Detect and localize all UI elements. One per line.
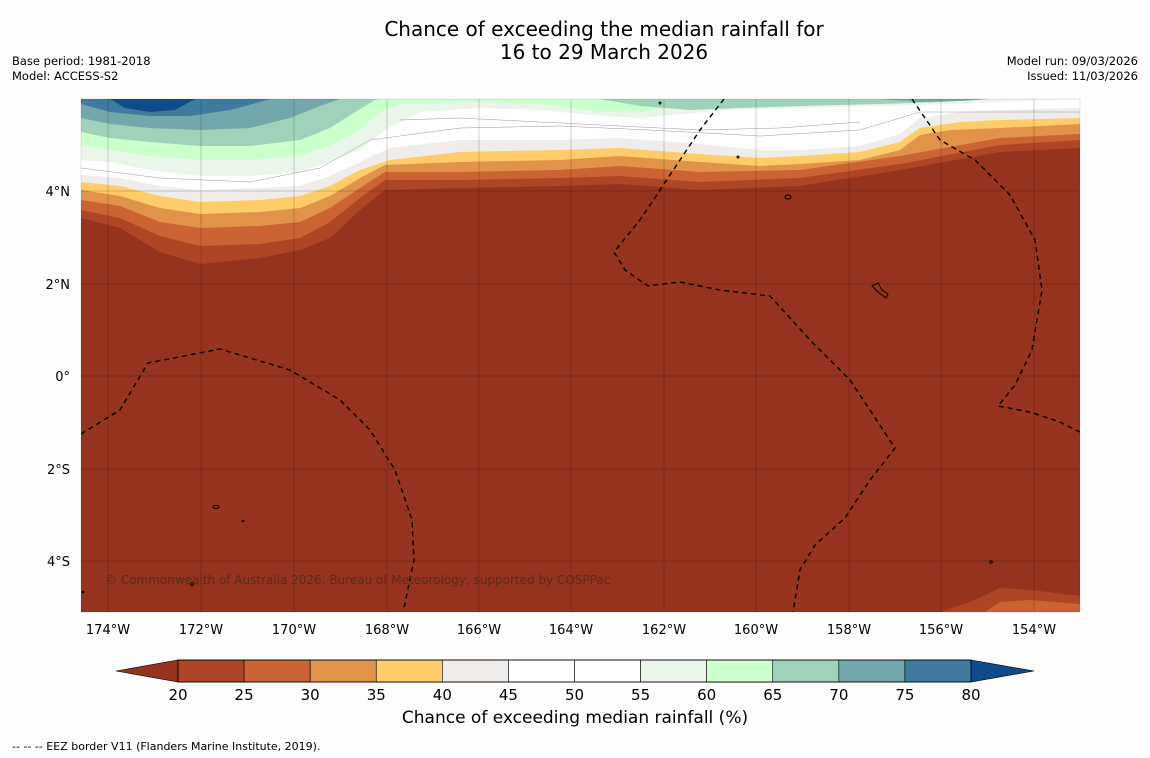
eez-borders: [81, 99, 1080, 612]
colorbar-tick-label: 30: [301, 686, 320, 700]
colorbar-cell: [772, 659, 840, 683]
colorbar-cells: [177, 659, 972, 683]
contour-lines: [81, 111, 1080, 183]
contour-70-75: [81, 99, 990, 130]
colorbar-tick-label: 75: [895, 686, 914, 700]
colorbar-ticks: 20 25 30 35 40 45 50 55 60 65 70 75 80: [168, 686, 980, 700]
lon-label: 172°W: [179, 623, 223, 638]
copyright-notice: © Commonwealth of Australia 2026, Bureau…: [105, 573, 610, 587]
colorbar-title: Chance of exceeding median rainfall (%): [401, 708, 749, 728]
colorbar: 20 25 30 35 40 45 50 55 60 65 70 75 80: [115, 659, 1035, 700]
lat-label: 4°S: [47, 555, 70, 570]
contour-above-80: [110, 99, 195, 112]
lon-label: 156°W: [919, 623, 963, 638]
lat-label: 4°N: [46, 185, 71, 200]
eez-legend: -- -- -- EEZ border V11 (Flanders Marine…: [12, 740, 321, 753]
longitude-labels: 174°W 172°W 170°W 168°W 166°W 164°W 162°…: [86, 623, 1056, 638]
colorbar-tick-label: 80: [961, 686, 980, 700]
lon-label: 164°W: [549, 623, 593, 638]
lon-label: 158°W: [827, 623, 871, 638]
lon-label: 160°W: [734, 623, 778, 638]
colorbar-cell: [243, 659, 311, 683]
colorbar-tick-label: 55: [631, 686, 650, 700]
colorbar-cell: [177, 659, 245, 683]
colorbar-tick-label: 35: [367, 686, 386, 700]
run-info: Model run: 09/03/2026 Issued: 11/03/2026: [1007, 54, 1138, 84]
model-run: Model run: 09/03/2026: [1006, 54, 1138, 68]
title-line-1: Chance of exceeding the median rainfall …: [384, 17, 824, 41]
colorbar-under-arrow: [115, 659, 179, 683]
rainfall-contours: [81, 99, 1080, 612]
lat-label: 2°N: [46, 278, 71, 293]
base-period: Base period: 1981-2018: [12, 54, 151, 68]
colorbar-cell: [442, 659, 509, 683]
lon-label: 166°W: [457, 623, 501, 638]
colorbar-tick-label: 60: [697, 686, 716, 700]
latitude-labels: 4°N 2°N 0° 2°S 4°S: [46, 185, 71, 570]
colorbar-tick-label: 70: [829, 686, 848, 700]
colorbar-tick-label: 65: [763, 686, 782, 700]
colorbar-cell: [640, 659, 707, 683]
lon-label: 174°W: [86, 623, 130, 638]
colorbar-over-arrow: [970, 659, 1035, 683]
colorbar-cell: [309, 659, 377, 683]
colorbar-cell: [904, 659, 972, 683]
colorbar-cell: [375, 659, 443, 683]
lat-label: 2°S: [47, 463, 70, 478]
colorbar-tick-label: 25: [235, 686, 254, 700]
colorbar-cell: [508, 659, 575, 683]
lon-label: 168°W: [365, 623, 409, 638]
lon-label: 154°W: [1012, 623, 1056, 638]
issued-date: Issued: 11/03/2026: [1027, 69, 1138, 83]
colorbar-frame: [177, 659, 972, 683]
lat-label: 0°: [55, 370, 70, 385]
model-info: Base period: 1981-2018 Model: ACCESS-S2: [12, 54, 151, 84]
colorbar-cell: [838, 659, 906, 683]
graticule: [81, 99, 1080, 612]
colorbar-cell: [706, 659, 774, 683]
colorbar-cell: [574, 659, 641, 683]
model-name: Model: ACCESS-S2: [12, 69, 119, 83]
colorbar-tick-label: 20: [168, 686, 187, 700]
islands: [81, 101, 993, 594]
lon-label: 162°W: [642, 623, 686, 638]
lon-label: 170°W: [272, 623, 316, 638]
rainfall-map: © Commonwealth of Australia 2026, Bureau…: [46, 98, 1081, 700]
title-line-2: 16 to 29 March 2026: [499, 40, 709, 64]
map-title: Chance of exceeding the median rainfall …: [0, 18, 1150, 64]
contour-65-70: [81, 99, 990, 146]
colorbar-tick-label: 45: [499, 686, 518, 700]
colorbar-tick-label: 50: [565, 686, 584, 700]
contour-se-25-30: [985, 600, 1080, 612]
map-frame: [80, 98, 1081, 613]
colorbar-tick-label: 40: [433, 686, 452, 700]
